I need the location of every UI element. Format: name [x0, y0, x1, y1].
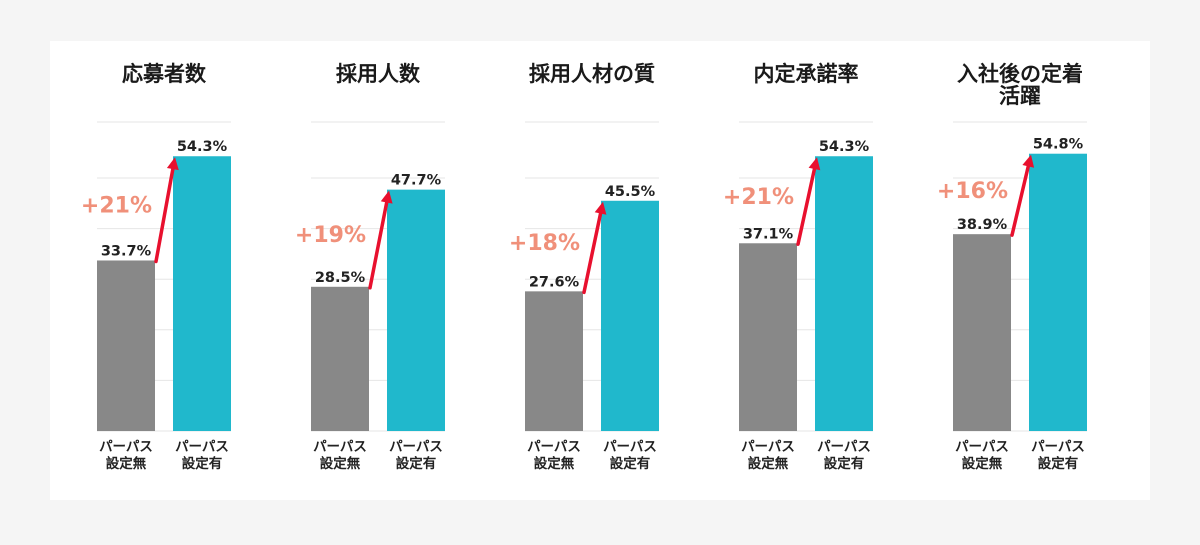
- bar-with: [387, 189, 445, 431]
- delta-label: +18%: [509, 231, 580, 256]
- value-label-without: 38.9%: [957, 217, 1008, 233]
- bar-with: [173, 156, 231, 431]
- increase-arrow: [582, 211, 603, 295]
- value-label-without: 37.1%: [743, 226, 794, 242]
- bar-with: [601, 200, 659, 431]
- chart-panel: 応募者数 33.7% 54.3% +21% パーパス 設定無 パーパス 設定有 採用人数 28.5…: [50, 41, 1150, 500]
- category-label: 設定有: [610, 455, 651, 472]
- category-label: パーパス: [603, 439, 657, 455]
- arrow-head: [1022, 154, 1035, 168]
- chart-title: 採用人材の質: [529, 62, 655, 86]
- delta-label: +19%: [295, 223, 366, 248]
- category-label: 設定無: [748, 455, 789, 472]
- value-label-with: 54.8%: [1033, 137, 1084, 153]
- category-label: パーパス: [817, 439, 871, 455]
- category-label: 設定有: [396, 455, 437, 472]
- delta-label: +21%: [723, 185, 794, 210]
- category-label: 設定無: [534, 455, 575, 472]
- bar-without: [953, 234, 1011, 431]
- category-label: 設定無: [962, 455, 1003, 472]
- bar-without: [97, 260, 155, 431]
- category-label: パーパス: [99, 439, 153, 455]
- category-label: パーパス: [527, 439, 581, 455]
- category-label: パーパス: [389, 439, 443, 455]
- value-label-with: 54.3%: [819, 139, 870, 155]
- value-label-with: 45.5%: [605, 184, 656, 200]
- arrow-head: [594, 201, 607, 215]
- category-label: パーパス: [955, 439, 1009, 455]
- category-label: パーパス: [313, 439, 367, 455]
- chart-title: 活躍: [999, 84, 1041, 108]
- increase-arrow: [154, 167, 175, 264]
- category-label: パーパス: [175, 439, 229, 455]
- chart-title: 内定承諾率: [754, 62, 859, 86]
- arrow-head: [380, 190, 393, 204]
- chart-title: 入社後の定着: [957, 62, 1083, 86]
- value-label-without: 27.6%: [529, 274, 580, 290]
- value-label-without: 33.7%: [101, 243, 152, 259]
- delta-label: +21%: [81, 193, 152, 218]
- category-label: 設定無: [106, 455, 147, 472]
- category-label: 設定有: [1038, 455, 1079, 472]
- chart-title: 採用人数: [336, 62, 421, 86]
- bar-without: [311, 286, 369, 431]
- increase-arrow: [796, 167, 817, 247]
- bar-with: [815, 156, 873, 431]
- increase-arrow: [1010, 164, 1030, 237]
- chart-title: 応募者数: [122, 62, 207, 86]
- category-label: パーパス: [1031, 439, 1085, 455]
- category-label: パーパス: [741, 439, 795, 455]
- bar-with: [1029, 153, 1087, 431]
- category-label: 設定有: [182, 455, 223, 472]
- charts-svg: 応募者数33.7%54.3%+21%パーパス設定無パーパス設定有採用人数28.5…: [81, 62, 1087, 472]
- value-label-without: 28.5%: [315, 270, 366, 286]
- arrow-head: [166, 157, 179, 171]
- category-label: 設定有: [824, 455, 865, 472]
- value-label-with: 54.3%: [177, 139, 228, 155]
- value-label-with: 47.7%: [391, 173, 442, 189]
- bar-without: [525, 291, 583, 431]
- arrow-head: [808, 157, 821, 171]
- increase-arrow: [368, 200, 389, 290]
- category-label: 設定無: [320, 455, 361, 472]
- delta-label: +16%: [937, 179, 1008, 204]
- bar-without: [739, 243, 797, 431]
